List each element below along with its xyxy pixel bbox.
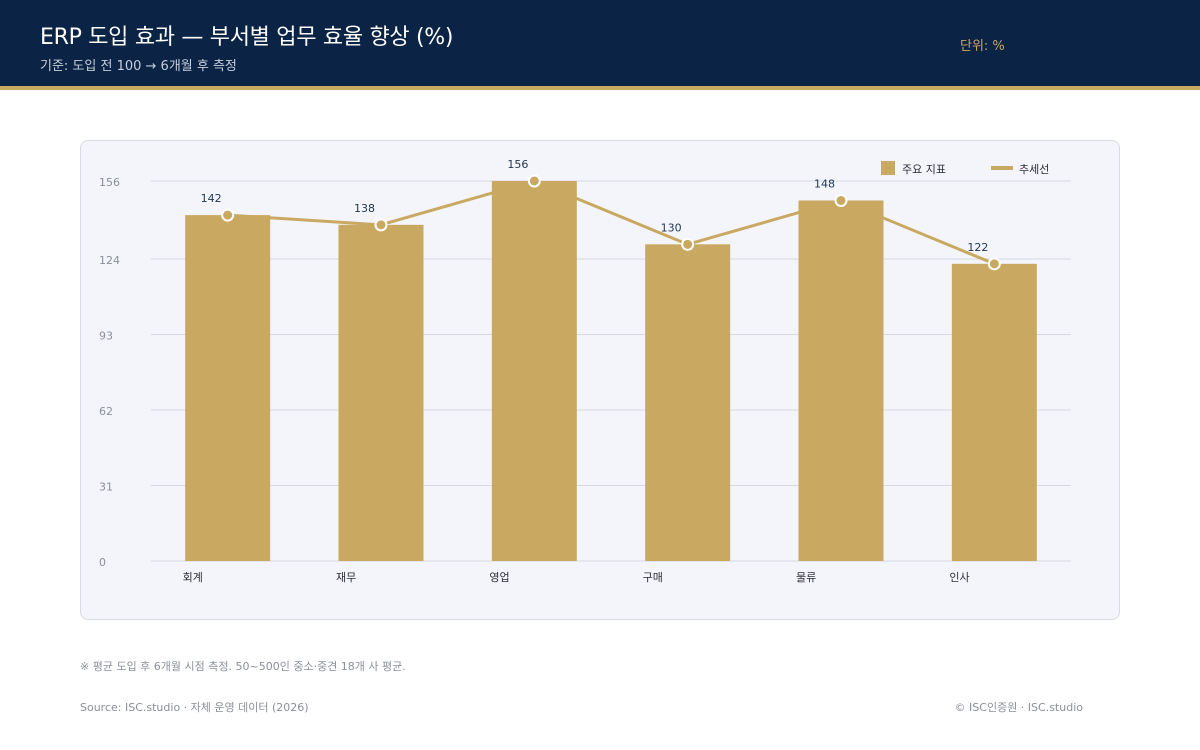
x-tick-label: 영업 <box>489 571 509 584</box>
y-tick-label: 156 <box>99 176 120 189</box>
trend-point <box>987 257 1001 271</box>
bar <box>798 200 884 561</box>
y-tick-label: 124 <box>99 254 120 267</box>
data-label: 156 <box>507 158 528 171</box>
y-tick-label: 93 <box>99 329 113 342</box>
unit-label: 단위: % <box>960 39 1005 54</box>
y-tick-label: 62 <box>99 405 113 418</box>
x-tick-label: 구매 <box>643 571 663 584</box>
header <box>0 0 1200 86</box>
page-title: ERP 도입 효과 — 부서별 업무 효율 향상 (%) <box>40 25 454 50</box>
bar <box>185 215 271 561</box>
x-tick-label: 물류 <box>796 571 816 584</box>
data-label: 142 <box>201 192 222 205</box>
bar-line-chart: 0 31 62 93 124 156 142 138 156 130 148 122 회계 재무 영업 구매 물… <box>99 158 1071 584</box>
trend-point <box>681 237 695 251</box>
y-tick-label: 31 <box>99 480 113 493</box>
footnote: ※ 평균 도입 후 6개월 시점 측정. 50~500인 중소·중견 18개 사… <box>80 660 406 673</box>
bar <box>645 244 731 561</box>
trend-point <box>221 208 235 222</box>
data-label: 122 <box>967 241 988 254</box>
bar <box>951 263 1037 561</box>
data-label: 148 <box>814 177 835 190</box>
legend-swatch-bar <box>881 161 895 175</box>
trend-line <box>227 179 995 266</box>
x-tick-label: 인사 <box>949 571 969 584</box>
trend-point <box>834 193 848 207</box>
bar <box>491 181 577 561</box>
copyright: © ISC인증원 · ISC.studio <box>954 701 1083 714</box>
data-label: 138 <box>354 202 375 215</box>
chart-card: 0 31 62 93 124 156 142 138 156 130 148 122 회계 재무 영업 구매 물… <box>80 140 1120 620</box>
trend-point <box>374 218 388 232</box>
source-credit: Source: ISC.studio · 자체 운영 데이터 (2026) <box>80 701 309 714</box>
legend-label: 주요 지표 <box>902 163 946 176</box>
y-tick-label: 0 <box>99 556 106 569</box>
x-tick-label: 회계 <box>183 571 203 584</box>
header-accent-bar <box>0 86 1200 90</box>
x-tick-label: 재무 <box>336 571 356 584</box>
trend-point <box>527 174 541 188</box>
page-subtitle: 기준: 도입 전 100 → 6개월 후 측정 <box>40 59 237 74</box>
bar <box>338 224 424 561</box>
data-label: 130 <box>661 221 682 234</box>
legend-label: 추세선 <box>1019 163 1049 176</box>
